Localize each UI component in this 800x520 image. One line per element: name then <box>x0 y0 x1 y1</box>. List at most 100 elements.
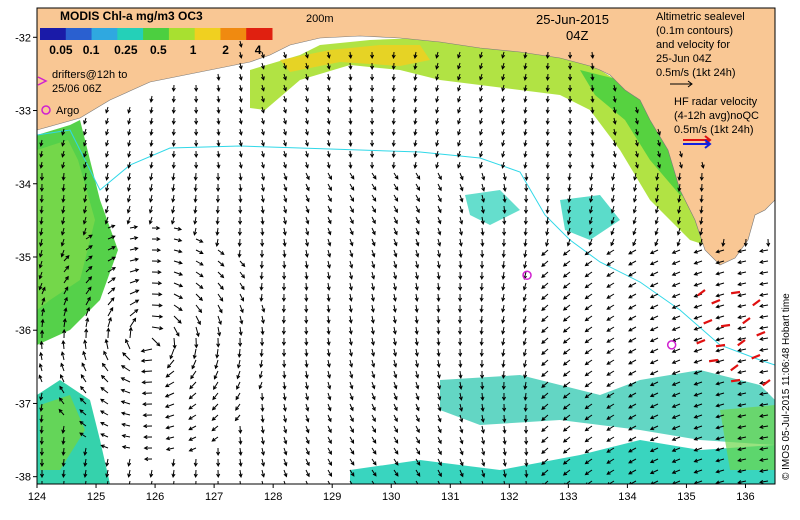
velocity-vector <box>480 392 485 402</box>
velocity-vector <box>606 458 615 464</box>
velocity-vector <box>61 425 66 434</box>
velocity-vector <box>584 381 593 388</box>
velocity-vector <box>327 216 332 225</box>
velocity-vector <box>260 183 265 192</box>
velocity-vector <box>481 480 484 484</box>
velocity-vector <box>437 414 442 423</box>
velocity-vector <box>634 128 639 136</box>
velocity-vector <box>216 161 221 169</box>
velocity-vector <box>127 458 132 467</box>
velocity-vector <box>304 282 309 292</box>
velocity-vector <box>523 381 528 390</box>
velocity-vector <box>671 370 681 375</box>
velocity-vector <box>39 340 44 350</box>
velocity-vector <box>39 447 44 457</box>
velocity-vector <box>610 194 615 203</box>
velocity-vector <box>39 139 44 147</box>
velocity-vector <box>349 436 355 444</box>
velocity-vector <box>166 359 175 369</box>
velocity-vector <box>172 337 177 350</box>
velocity-vector <box>215 194 220 204</box>
velocity-vector <box>522 282 527 291</box>
velocity-vector <box>349 370 354 379</box>
velocity-vector <box>525 480 527 484</box>
velocity-vector <box>479 337 484 347</box>
velocity-vector <box>82 227 87 236</box>
velocity-vector <box>327 425 332 434</box>
velocity-vector <box>523 425 529 435</box>
velocity-vector <box>142 402 153 407</box>
velocity-vector <box>39 216 44 225</box>
time-label: 04Z <box>566 28 588 43</box>
velocity-vector <box>82 350 87 361</box>
hf-radar-vector <box>696 338 706 345</box>
velocity-vector <box>164 392 175 398</box>
velocity-vector <box>38 363 43 372</box>
velocity-vector <box>212 392 219 401</box>
velocity-vector <box>524 458 529 468</box>
velocity-vector <box>151 314 164 319</box>
velocity-vector <box>391 161 396 170</box>
velocity-vector <box>260 73 265 81</box>
velocity-vector <box>149 95 154 103</box>
velocity-vector <box>393 183 399 191</box>
velocity-vector <box>677 194 682 203</box>
velocity-vector <box>83 172 88 181</box>
velocity-vector <box>105 172 110 181</box>
velocity-vector <box>281 348 287 358</box>
velocity-vector <box>545 205 550 215</box>
velocity-vector <box>173 315 182 324</box>
x-tick-label: 131 <box>441 491 459 503</box>
velocity-vector <box>628 337 637 343</box>
velocity-vector <box>628 403 637 409</box>
velocity-vector <box>83 339 88 350</box>
velocity-vector <box>759 248 769 253</box>
velocity-vector <box>759 479 769 484</box>
velocity-vector <box>458 293 463 303</box>
velocity-vector <box>188 436 197 441</box>
velocity-vector <box>327 172 332 181</box>
chl-offshore-patch-1 <box>560 195 620 240</box>
velocity-vector <box>105 150 110 158</box>
velocity-vector <box>128 326 133 339</box>
velocity-vector <box>759 369 769 374</box>
velocity-vector <box>567 216 572 225</box>
velocity-vector <box>413 73 418 81</box>
velocity-vector <box>370 84 375 93</box>
velocity-vector <box>63 307 68 317</box>
velocity-vector <box>693 315 703 320</box>
velocity-vector <box>693 359 703 364</box>
velocity-vector <box>699 216 704 225</box>
velocity-vector <box>436 271 441 280</box>
velocity-vector <box>562 249 571 256</box>
velocity-vector <box>759 270 769 275</box>
velocity-vector <box>590 161 595 170</box>
velocity-vector <box>566 238 571 247</box>
velocity-vector <box>171 161 176 170</box>
velocity-vector <box>436 359 441 368</box>
velocity-vector <box>107 306 114 317</box>
argo-floats <box>522 270 677 350</box>
velocity-vector <box>523 205 529 215</box>
velocity-vector <box>502 469 507 478</box>
velocity-vector <box>283 436 288 445</box>
velocity-vector <box>348 337 353 346</box>
velocity-vector <box>568 128 573 137</box>
velocity-vector <box>584 271 593 278</box>
hf-radar-vector <box>756 330 766 337</box>
velocity-vector <box>171 205 176 214</box>
velocity-vector <box>151 281 163 286</box>
velocity-vector <box>217 271 225 279</box>
velocity-vector <box>415 205 420 214</box>
velocity-vector <box>120 377 131 383</box>
velocity-vector <box>568 51 573 60</box>
velocity-vector <box>633 183 638 192</box>
velocity-vector <box>149 161 154 169</box>
velocity-vector <box>523 73 528 81</box>
velocity-vector <box>140 348 153 353</box>
velocity-vector <box>348 304 353 313</box>
velocity-vector <box>479 84 484 92</box>
velocity-vector <box>671 436 681 441</box>
velocity-vector <box>562 326 571 333</box>
velocity-vector <box>458 260 463 270</box>
